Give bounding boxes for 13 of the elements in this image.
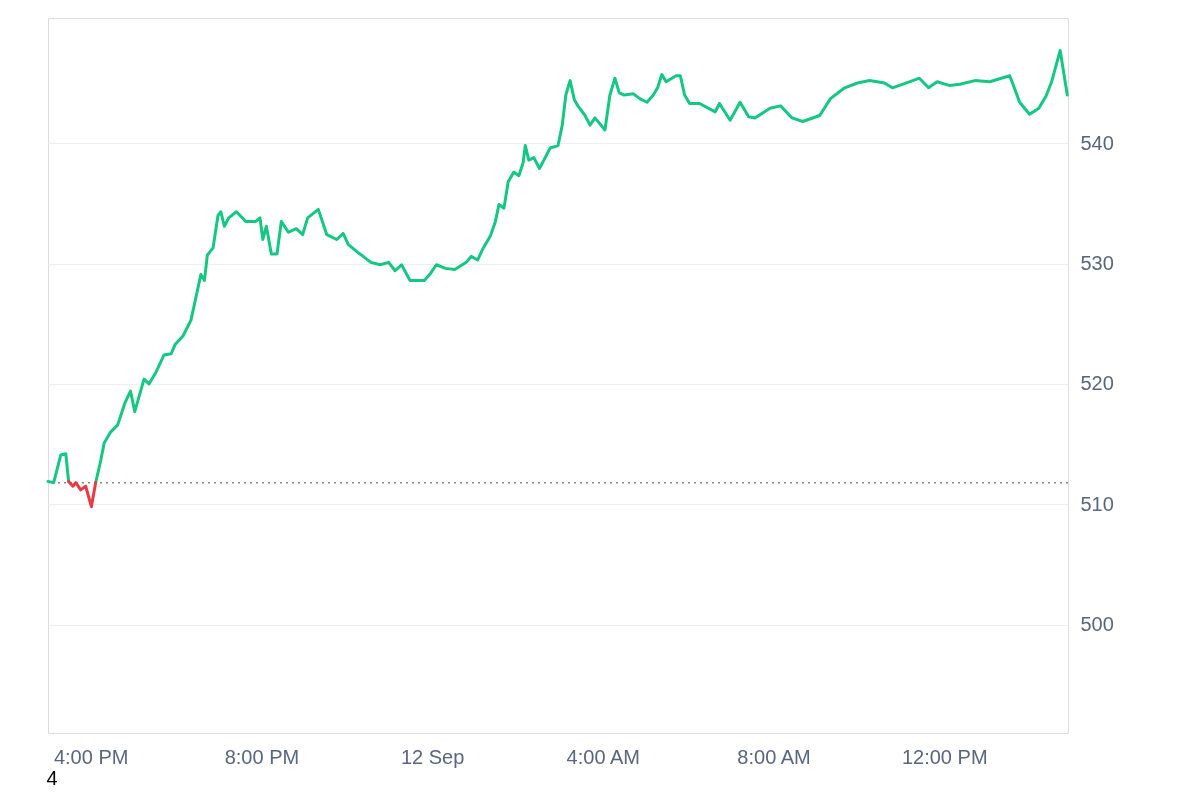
x-tick-label: 12 Sep bbox=[400, 745, 465, 768]
text: 4 bbox=[46, 767, 58, 789]
x-tick-label: 4:00 PM bbox=[53, 745, 129, 768]
x-tick-label: 8:00 AM bbox=[737, 745, 811, 768]
line-series bbox=[67, 479, 98, 509]
y-tick-label: 530 bbox=[1080, 252, 1114, 275]
y-tick-label: 540 bbox=[1080, 131, 1114, 154]
y-tick-label: 510 bbox=[1080, 492, 1114, 515]
x-tick-label: 8:00 PM bbox=[224, 745, 300, 768]
y-tick-label: 500 bbox=[1080, 613, 1114, 636]
x-tick-label: 12:00 PM bbox=[901, 745, 988, 768]
y-tick-label: 520 bbox=[1080, 372, 1114, 395]
x-tick-label: 4:00 AM bbox=[566, 745, 641, 768]
